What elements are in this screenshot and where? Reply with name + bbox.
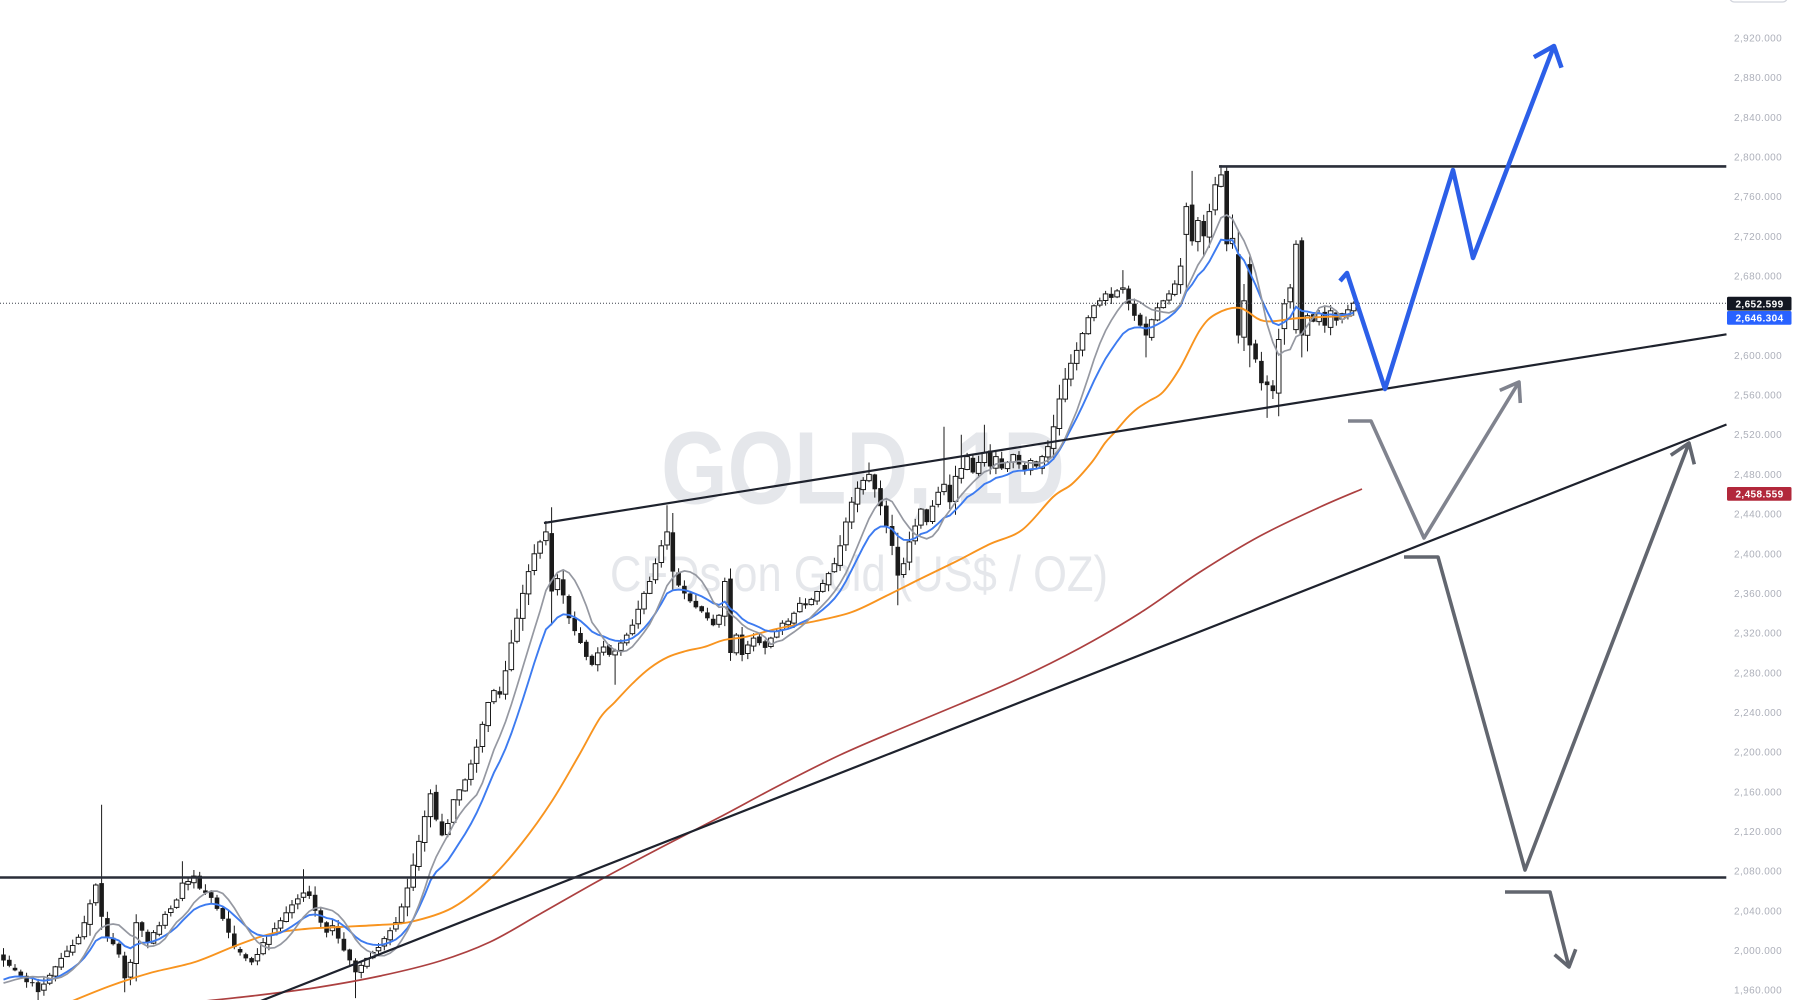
svg-text:2,360.000: 2,360.000 (1734, 589, 1782, 600)
svg-text:1,960.000: 1,960.000 (1734, 986, 1782, 997)
svg-text:2,720.000: 2,720.000 (1734, 232, 1782, 243)
svg-text:2,320.000: 2,320.000 (1734, 629, 1782, 640)
svg-text:2,440.000: 2,440.000 (1734, 510, 1782, 521)
svg-text:2,520.000: 2,520.000 (1734, 430, 1782, 441)
svg-text:2,920.000: 2,920.000 (1734, 34, 1782, 45)
svg-text:2,880.000: 2,880.000 (1734, 73, 1782, 84)
svg-text:2,840.000: 2,840.000 (1734, 113, 1782, 124)
svg-text:2,240.000: 2,240.000 (1734, 708, 1782, 719)
svg-text:2,458.559: 2,458.559 (1735, 490, 1783, 501)
svg-text:2,600.000: 2,600.000 (1734, 351, 1782, 362)
svg-text:GOLD, 1D: GOLD, 1D (661, 411, 1065, 526)
svg-text:2,000.000: 2,000.000 (1734, 946, 1782, 957)
svg-text:2,200.000: 2,200.000 (1734, 748, 1782, 759)
svg-text:2,040.000: 2,040.000 (1734, 906, 1782, 917)
svg-text:2,652.599: 2,652.599 (1735, 299, 1783, 310)
svg-text:2,760.000: 2,760.000 (1734, 192, 1782, 203)
svg-text:2,680.000: 2,680.000 (1734, 272, 1782, 283)
svg-text:2,160.000: 2,160.000 (1734, 787, 1782, 798)
svg-text:2,080.000: 2,080.000 (1734, 867, 1782, 878)
svg-text:2,280.000: 2,280.000 (1734, 668, 1782, 679)
svg-text:2,120.000: 2,120.000 (1734, 827, 1782, 838)
svg-text:2,480.000: 2,480.000 (1734, 470, 1782, 481)
svg-text:2,560.000: 2,560.000 (1734, 391, 1782, 402)
svg-text:2,800.000: 2,800.000 (1734, 153, 1782, 164)
svg-text:2,646.304: 2,646.304 (1735, 314, 1783, 325)
svg-text:2,400.000: 2,400.000 (1734, 549, 1782, 560)
